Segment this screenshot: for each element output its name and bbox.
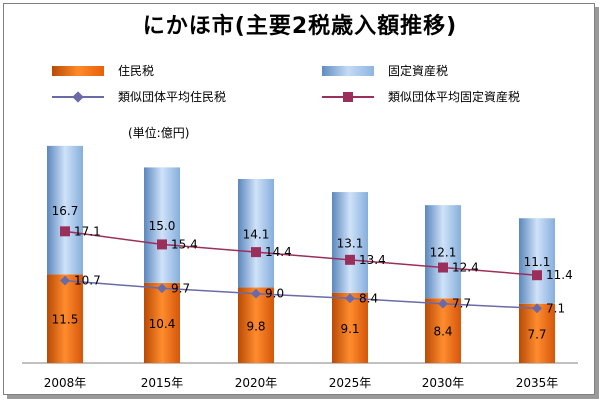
data-label-similar-property: 14.4 bbox=[265, 245, 292, 259]
data-label-property: 11.1 bbox=[524, 255, 551, 269]
bar-resident bbox=[144, 282, 180, 363]
data-label-similar-property: 11.4 bbox=[546, 268, 573, 282]
point-similar-resident bbox=[438, 298, 448, 309]
data-label-similar-property: 15.4 bbox=[171, 237, 198, 251]
legend-similar-resident: 類似団体平均住民税 bbox=[52, 88, 226, 105]
x-tick-label: 2015年 bbox=[141, 376, 184, 390]
bar-resident bbox=[425, 298, 461, 363]
x-tick-label: 2035年 bbox=[516, 376, 559, 390]
bar-resident bbox=[332, 292, 368, 363]
bar-property bbox=[47, 145, 83, 275]
x-tick-label: 2025年 bbox=[329, 376, 372, 390]
data-label-resident: 9.1 bbox=[340, 322, 359, 336]
data-label-similar-property: 17.1 bbox=[74, 224, 101, 238]
point-similar-property bbox=[345, 254, 355, 265]
legend-label-resident: 住民税 bbox=[118, 64, 155, 78]
data-label-property: 16.7 bbox=[52, 204, 79, 218]
point-similar-property bbox=[60, 226, 70, 237]
bar-resident bbox=[238, 287, 274, 363]
bar-resident bbox=[519, 303, 555, 363]
x-tick-label: 2008年 bbox=[44, 376, 87, 390]
data-label-similar-property: 13.4 bbox=[359, 253, 386, 267]
unit-label: (単位:億円) bbox=[128, 126, 190, 140]
data-label-resident: 7.7 bbox=[527, 327, 546, 341]
data-label-resident: 9.8 bbox=[246, 319, 265, 333]
legend-swatch-similar-resident bbox=[52, 90, 104, 103]
bar-property bbox=[519, 218, 555, 304]
bar-property bbox=[238, 178, 274, 288]
data-label-property: 12.1 bbox=[430, 246, 457, 260]
bar-property bbox=[144, 167, 180, 283]
bar-resident bbox=[47, 274, 83, 363]
x-tick-label: 2030年 bbox=[422, 376, 465, 390]
data-label-similar-resident: 9.7 bbox=[171, 281, 190, 295]
point-similar-property bbox=[438, 262, 448, 273]
legend-swatch-property bbox=[322, 65, 374, 76]
line-similar-property bbox=[64, 230, 538, 276]
data-label-resident: 8.4 bbox=[433, 325, 452, 339]
point-similar-resident bbox=[345, 293, 355, 304]
data-label-similar-resident: 10.7 bbox=[74, 274, 101, 288]
point-similar-resident bbox=[157, 283, 167, 294]
point-similar-property bbox=[532, 270, 542, 281]
data-label-similar-resident: 9.0 bbox=[265, 287, 284, 301]
bar-property bbox=[332, 192, 368, 293]
point-similar-property bbox=[157, 239, 167, 250]
point-similar-resident bbox=[532, 303, 542, 314]
line-similar-resident bbox=[64, 279, 538, 310]
point-similar-resident bbox=[251, 288, 261, 299]
legend-resident: 住民税 bbox=[52, 62, 154, 79]
legend-label-similar-property: 類似団体平均固定資産税 bbox=[388, 90, 521, 104]
legend-similar-property: 類似団体平均固定資産税 bbox=[322, 88, 520, 105]
x-tick-label: 2020年 bbox=[235, 376, 278, 390]
data-label-similar-resident: 8.4 bbox=[359, 291, 378, 305]
data-label-property: 14.1 bbox=[243, 227, 270, 241]
data-label-resident: 11.5 bbox=[52, 313, 79, 327]
data-label-similar-resident: 7.1 bbox=[546, 301, 565, 315]
bar-property bbox=[425, 205, 461, 299]
legend-swatch-resident bbox=[52, 65, 104, 76]
legend-property: 固定資産税 bbox=[322, 62, 448, 79]
data-label-similar-resident: 7.7 bbox=[452, 297, 471, 311]
data-label-property: 13.1 bbox=[337, 236, 364, 250]
legend-label-similar-resident: 類似団体平均住民税 bbox=[118, 90, 227, 104]
legend-label-property: 固定資産税 bbox=[388, 64, 449, 78]
chart-title: にかほ市(主要2税歳入額推移) bbox=[142, 14, 458, 39]
data-label-similar-property: 12.4 bbox=[452, 261, 479, 275]
data-label-property: 15.0 bbox=[149, 219, 176, 233]
legend-swatch-similar-property bbox=[322, 91, 374, 103]
point-similar-property bbox=[251, 247, 261, 258]
data-label-resident: 10.4 bbox=[149, 317, 176, 331]
